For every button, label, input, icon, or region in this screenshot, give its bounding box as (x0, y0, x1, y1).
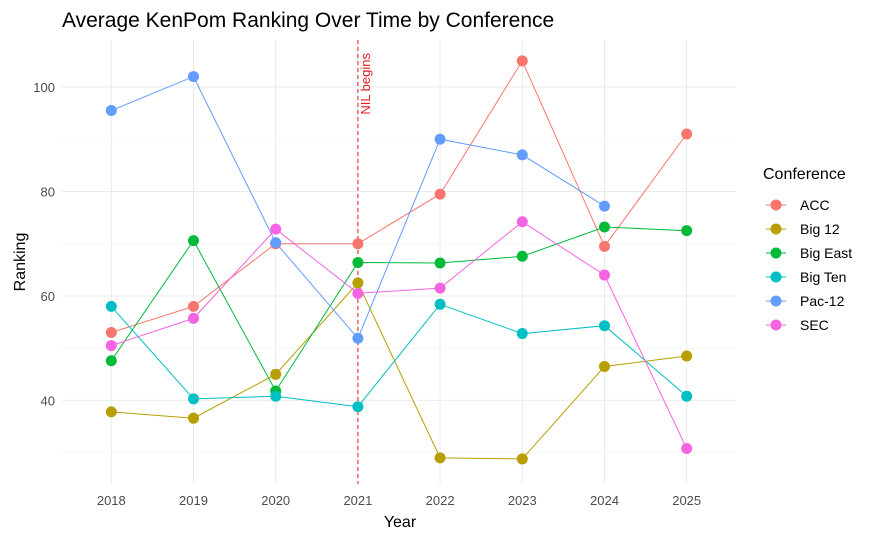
x-tick-label: 2024 (590, 493, 619, 508)
data-point-big-east (598, 221, 610, 233)
y-tick-label: 80 (41, 184, 55, 199)
data-point-big-ten (516, 328, 528, 340)
data-point-big-east (188, 235, 200, 247)
nil-annotation: NIL begins (357, 40, 373, 484)
legend-label: Big East (800, 245, 852, 261)
series-lines (110, 59, 688, 460)
data-point-pac-12 (516, 149, 528, 161)
series-line-big-12 (111, 282, 687, 460)
data-point-pac-12 (598, 200, 610, 212)
x-axis-title: Year (384, 514, 417, 531)
data-point-pac-12 (352, 332, 364, 344)
data-point-pac-12 (270, 237, 282, 249)
data-point-acc (516, 55, 528, 67)
series-points (105, 55, 693, 465)
data-point-acc (188, 300, 200, 312)
x-tick-label: 2023 (508, 493, 537, 508)
data-point-sec (352, 287, 364, 299)
data-point-acc (352, 238, 364, 250)
legend-key-point (770, 223, 782, 235)
legend-key-point (770, 271, 782, 283)
y-axis-ticks: 40 60 80 100 (33, 80, 55, 408)
series-line-acc (111, 59, 688, 333)
data-point-sec (516, 216, 528, 228)
data-point-big-ten (434, 298, 446, 310)
legend-label: Pac-12 (800, 293, 845, 309)
data-point-big-east (434, 257, 446, 269)
data-point-big-12 (516, 453, 528, 465)
data-point-big-ten (681, 390, 693, 402)
minor-gridlines (62, 138, 736, 453)
x-tick-label: 2022 (426, 493, 455, 508)
legend-label: ACC (800, 197, 830, 213)
x-tick-label: 2019 (179, 493, 208, 508)
data-point-big-ten (270, 390, 282, 402)
data-point-sec (270, 223, 282, 235)
data-point-big-east (352, 257, 364, 269)
data-point-big-ten (188, 393, 200, 405)
data-point-big-east (105, 355, 117, 367)
data-point-acc (598, 240, 610, 252)
data-point-sec (105, 340, 117, 352)
x-tick-label: 2025 (672, 493, 701, 508)
legend-key-point (770, 247, 782, 259)
chart-title: Average KenPom Ranking Over Time by Conf… (62, 9, 554, 32)
legend-title: Conference (763, 166, 846, 183)
data-point-big-east (681, 225, 693, 237)
data-point-big-ten (598, 320, 610, 332)
data-point-big-12 (188, 412, 200, 424)
series-line-sec (111, 221, 688, 449)
data-point-big-12 (434, 452, 446, 464)
legend: Conference ACC Big 12 Big East Big Ten Pac-1… (763, 166, 852, 333)
data-point-acc (681, 128, 693, 140)
data-point-acc (434, 188, 446, 200)
x-tick-label: 2018 (97, 493, 126, 508)
data-point-big-12 (105, 406, 117, 418)
data-point-big-12 (270, 368, 282, 380)
x-tick-label: 2021 (343, 493, 372, 508)
legend-key-point (770, 295, 782, 307)
data-point-big-12 (681, 350, 693, 362)
data-point-sec (598, 269, 610, 281)
y-axis-title: Ranking (12, 233, 29, 292)
data-point-pac-12 (434, 133, 446, 145)
series-line-big-east (110, 226, 687, 392)
data-point-big-ten (105, 300, 117, 312)
nil-label: NIL begins (358, 53, 373, 115)
data-point-acc (105, 327, 117, 339)
data-point-pac-12 (188, 71, 200, 83)
data-point-big-east (516, 250, 528, 262)
x-axis-ticks: 2018 2019 2020 2021 2022 2023 2024 2025 (97, 493, 701, 508)
data-point-sec (188, 312, 200, 324)
legend-label: Big 12 (800, 221, 840, 237)
data-point-big-12 (598, 360, 610, 372)
legend-label: SEC (800, 317, 829, 333)
legend-key-point (770, 199, 782, 211)
y-tick-label: 60 (41, 289, 55, 304)
x-tick-label: 2020 (261, 493, 290, 508)
data-point-big-ten (352, 401, 364, 413)
data-point-pac-12 (105, 105, 117, 117)
series-line-big-ten (110, 303, 688, 408)
data-point-sec (681, 442, 693, 454)
data-point-sec (434, 282, 446, 294)
y-tick-label: 100 (33, 80, 55, 95)
y-tick-label: 40 (41, 393, 55, 408)
data-point-big-12 (352, 277, 364, 289)
legend-label: Big Ten (800, 269, 846, 285)
legend-key-point (770, 319, 782, 331)
